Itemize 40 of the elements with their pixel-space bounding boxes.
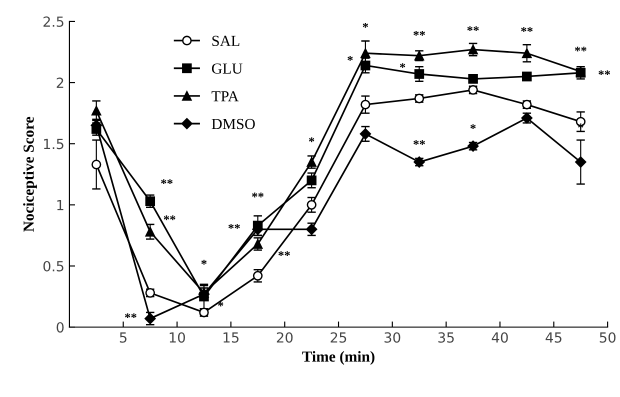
- y-tick-label: 2: [56, 78, 64, 88]
- x-tick-label: 5: [120, 332, 126, 343]
- annotation: **: [164, 215, 176, 220]
- annotation: *: [470, 124, 476, 129]
- x-tick-label: 10: [170, 332, 185, 343]
- x-tick-label: 15: [224, 332, 239, 343]
- y-tick-label: 0.5: [43, 260, 64, 272]
- annotation: **: [252, 192, 264, 198]
- y-axis-title: Nociceptive Score: [23, 116, 37, 232]
- x-tick-label: 25: [330, 332, 346, 343]
- x-tick-label: 20: [276, 332, 293, 343]
- y-tick-label: 0: [56, 322, 64, 333]
- annotation: **: [124, 313, 136, 318]
- annotation: **: [598, 70, 610, 76]
- annotation: **: [574, 46, 586, 52]
- annotation: **: [228, 224, 240, 229]
- y-tick-label: 1: [57, 200, 64, 210]
- annotation: *: [362, 22, 368, 28]
- x-tick-label: 45: [546, 332, 562, 343]
- annotation: **: [278, 251, 290, 256]
- x-tick-label: 40: [492, 332, 508, 343]
- annotation: *: [348, 56, 353, 61]
- annotation: **: [161, 179, 173, 184]
- x-tick-label: 30: [384, 332, 400, 343]
- annotation: **: [414, 140, 425, 145]
- x-tick-label: 50: [600, 332, 616, 343]
- annotation: **: [414, 30, 425, 36]
- annotation: **: [467, 26, 479, 31]
- y-tick-label: 1.5: [44, 138, 64, 150]
- y-tick-label: 2.5: [44, 16, 64, 27]
- annotation: *: [400, 63, 406, 68]
- x-axis-title: Time (min): [302, 350, 374, 365]
- annotation: **: [521, 27, 533, 32]
- legend-label: GLU: [212, 63, 242, 74]
- legend-label: SAL: [212, 36, 240, 46]
- annotation: *: [201, 260, 207, 265]
- x-tick-label: 35: [438, 332, 454, 343]
- legend-label: DMSO: [212, 118, 255, 130]
- legend-label: TPA: [212, 91, 239, 102]
- annotation: *: [309, 137, 314, 142]
